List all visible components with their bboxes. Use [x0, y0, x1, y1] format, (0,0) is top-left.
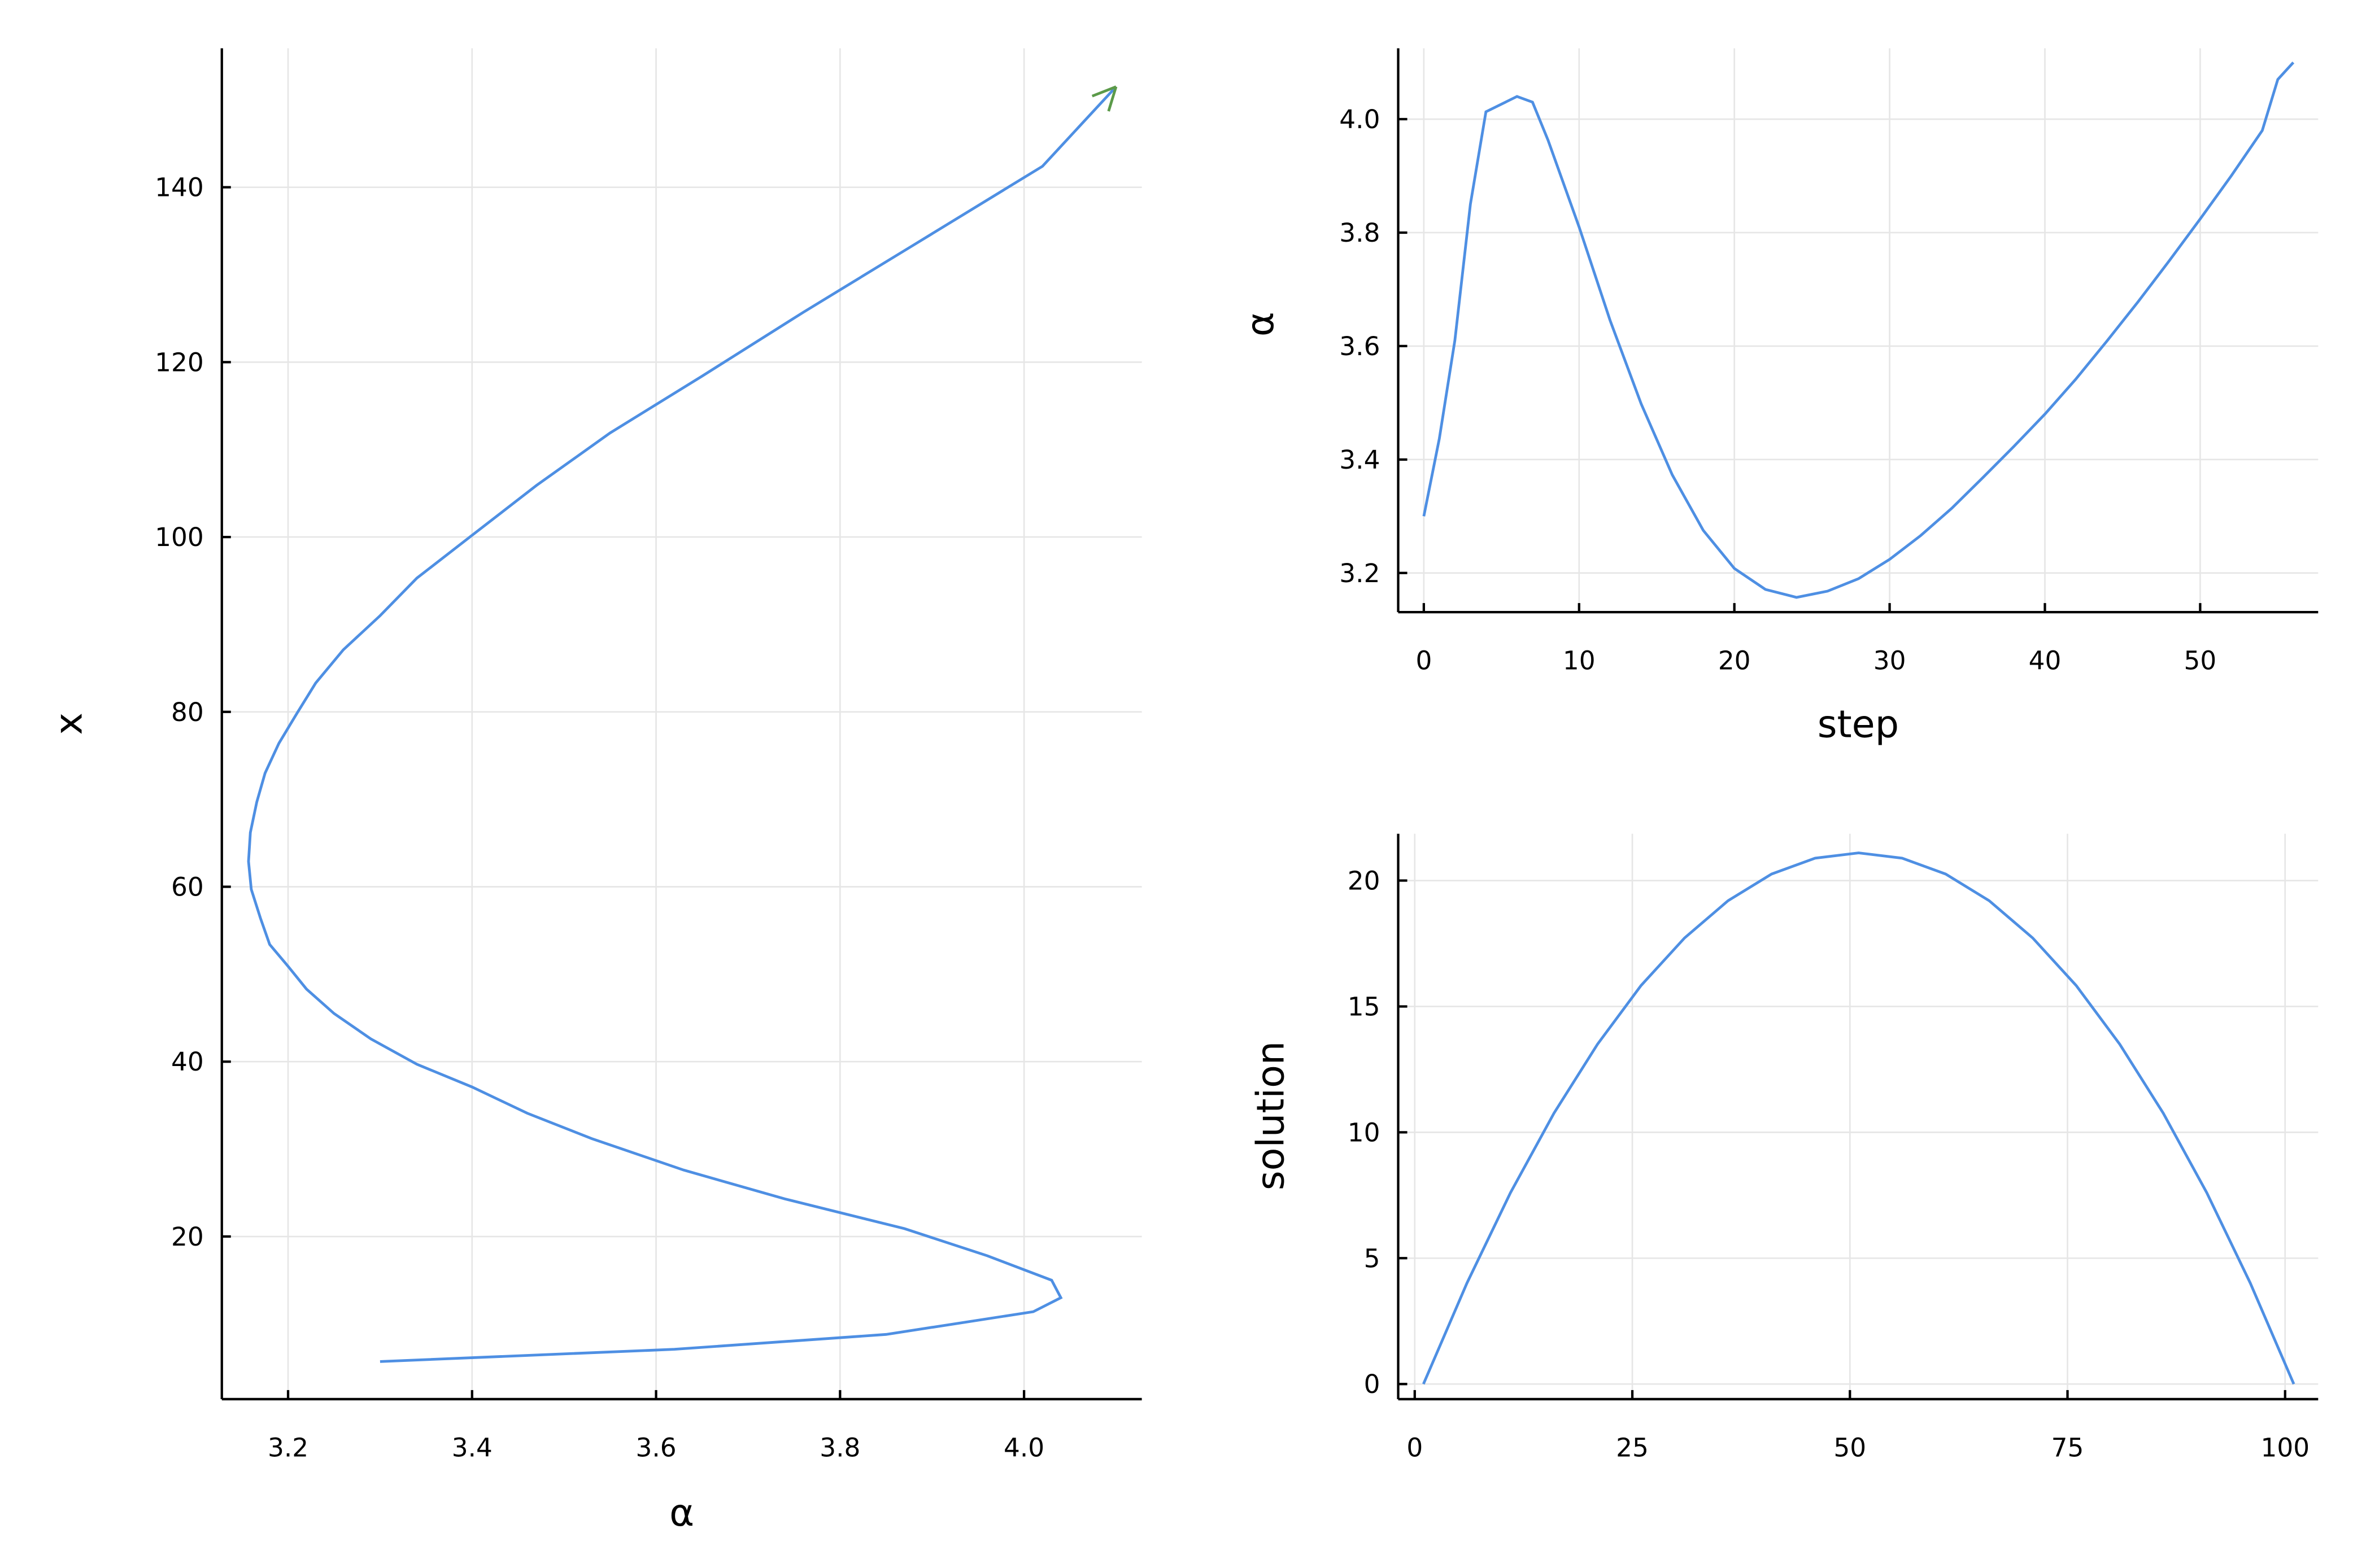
y-axis-label: solution — [1249, 1041, 1293, 1190]
y-tick-label: 4.0 — [1339, 104, 1380, 134]
x-tick-label: 50 — [2184, 646, 2217, 676]
x-tick-label: 75 — [2051, 1432, 2084, 1462]
x-tick-label: 3.8 — [820, 1432, 860, 1462]
data-line — [1422, 851, 2295, 1385]
data-line — [247, 85, 1117, 1363]
y-tick-label: 5 — [1364, 1243, 1380, 1273]
y-tick-label: 40 — [171, 1047, 204, 1077]
y-tick-label: 100 — [155, 522, 204, 552]
x-tick-label: 30 — [1873, 646, 1906, 676]
x-tick-label: 100 — [2260, 1432, 2310, 1462]
y-axis-label: α — [1238, 312, 1282, 337]
y-axis-label: x — [46, 713, 90, 735]
x-axis-label: α — [669, 1491, 694, 1535]
x-tick-label: 50 — [1833, 1432, 1866, 1462]
y-tick-label: 140 — [155, 173, 204, 203]
x-tick-label: 25 — [1616, 1432, 1649, 1462]
y-tick-label: 120 — [155, 347, 204, 377]
x-tick-label: 0 — [1406, 1432, 1423, 1462]
y-tick-label: 20 — [1348, 866, 1380, 896]
y-tick-label: 3.8 — [1339, 218, 1380, 248]
y-tick-label: 15 — [1348, 992, 1380, 1021]
y-tick-label: 3.4 — [1339, 445, 1380, 475]
x-tick-label: 3.4 — [452, 1432, 493, 1462]
arrow-head — [1091, 85, 1117, 98]
y-tick-label: 3.2 — [1339, 558, 1380, 588]
y-tick-label: 60 — [171, 872, 204, 902]
data-line — [1422, 61, 2295, 599]
x-tick-label: 3.2 — [268, 1432, 308, 1462]
x-tick-label: 4.0 — [1004, 1432, 1044, 1462]
y-tick-label: 0 — [1364, 1369, 1380, 1399]
x-tick-label: 3.6 — [635, 1432, 676, 1462]
x-axis-label: step — [1818, 702, 1899, 746]
x-tick-label: 10 — [1563, 646, 1596, 676]
y-tick-label: 3.6 — [1339, 331, 1380, 361]
x-tick-label: 40 — [2029, 646, 2062, 676]
x-tick-label: 20 — [1718, 646, 1751, 676]
y-tick-label: 80 — [171, 697, 204, 727]
arrow-head — [1107, 86, 1118, 112]
y-tick-label: 20 — [171, 1222, 204, 1252]
x-tick-label: 0 — [1415, 646, 1432, 676]
y-tick-label: 10 — [1348, 1117, 1380, 1147]
